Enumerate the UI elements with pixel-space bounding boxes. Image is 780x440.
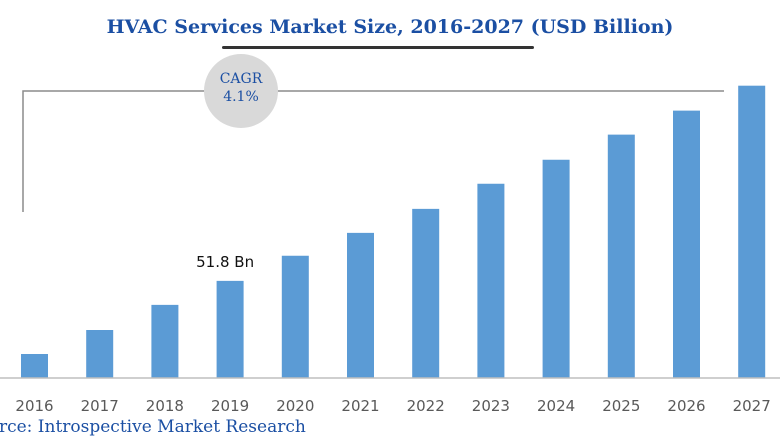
bar-2017 — [86, 330, 114, 378]
x-tick-label-2023: 2023 — [472, 397, 510, 415]
cagr-bracket-line — [22, 90, 724, 212]
bar-2026 — [673, 110, 700, 378]
x-tick-label-2018: 2018 — [146, 397, 184, 415]
bar-2027 — [738, 85, 766, 378]
bar-2018 — [151, 304, 179, 378]
x-tick-label-2016: 2016 — [15, 397, 53, 415]
chart-title: HVAC Services Market Size, 2016-2027 (US… — [106, 16, 674, 38]
bar-2019 — [216, 280, 244, 378]
x-tick-label-2019: 2019 — [211, 397, 249, 415]
cagr-label: CAGR — [219, 71, 263, 87]
title-underline — [222, 46, 534, 49]
x-tick-label-2026: 2026 — [667, 397, 705, 415]
x-tick-label-2027: 2027 — [733, 397, 771, 415]
x-tick-label-2020: 2020 — [276, 397, 314, 415]
bar-2025 — [607, 134, 635, 378]
bar-2022 — [412, 208, 440, 378]
bar-2020 — [281, 255, 309, 378]
x-tick-label-2022: 2022 — [407, 397, 445, 415]
x-tick-label-2025: 2025 — [602, 397, 640, 415]
cagr-bracket — [22, 90, 724, 212]
cagr-badge: CAGR 4.1% — [204, 54, 278, 128]
bar-2024 — [542, 159, 570, 378]
x-tick-label-2024: 2024 — [537, 397, 575, 415]
data-label-2019: 51.8 Bn — [196, 253, 254, 271]
source-note: urce: Introspective Market Research — [0, 417, 306, 437]
bar-2021 — [347, 232, 374, 378]
bar-2023 — [477, 183, 505, 378]
cagr-value: 4.1% — [223, 89, 259, 105]
x-tick-label-2021: 2021 — [341, 397, 379, 415]
x-tick-label-2017: 2017 — [81, 397, 119, 415]
bar-2016 — [21, 354, 48, 378]
